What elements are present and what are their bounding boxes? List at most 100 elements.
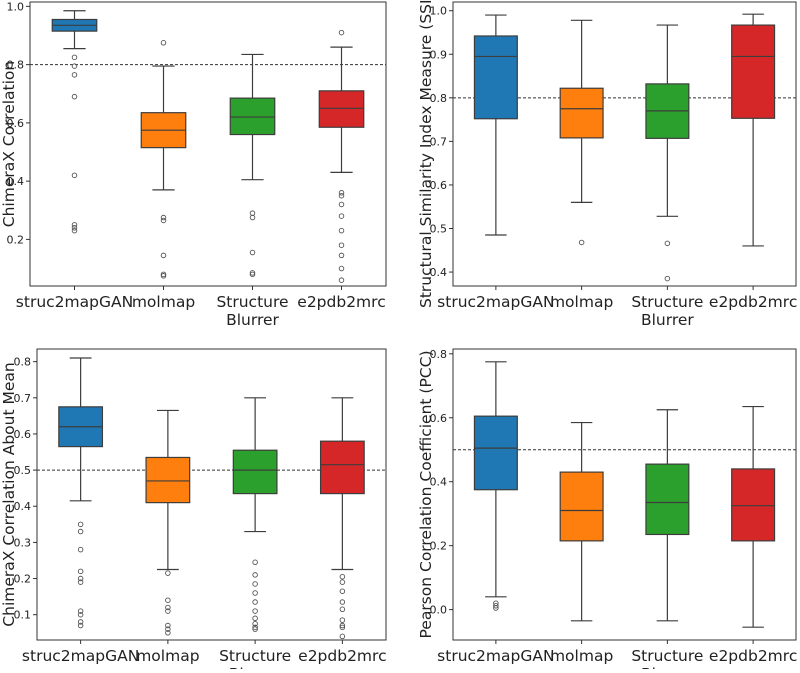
box-4 (318, 29, 365, 283)
x-tick-label-line2: Blurrer (641, 665, 694, 669)
x-tick-label: Structure (631, 293, 703, 311)
outlier-point (339, 579, 346, 585)
outlier-point (77, 528, 84, 535)
chart-panel-3: 0.1 0.2 0.3 0.4 0.5 0.6 0.7 0.8 struc2mapGANmolm… (0, 348, 387, 673)
box-iqr (318, 90, 365, 128)
outlier-point (165, 604, 171, 611)
y-tick-label: 0.5 (430, 223, 448, 236)
y-tick-label: 0.8 (14, 356, 32, 369)
x-tick-label-line2: Blurrer (226, 311, 279, 329)
y-axis-label: ChimeraX Correlation (0, 61, 18, 227)
x-tick-label: struc2mapGAN (437, 293, 554, 311)
outlier-point (338, 227, 345, 234)
outlier-point (71, 54, 78, 61)
outlier-point (252, 608, 258, 614)
outlier-point (252, 624, 258, 631)
outlier-point (77, 575, 84, 582)
box-1 (58, 357, 104, 629)
outlier-point (338, 252, 345, 259)
outlier-point (664, 275, 671, 282)
box-2 (145, 409, 191, 636)
outlier-point (493, 603, 499, 609)
outlier-point (252, 590, 258, 596)
box-iqr (731, 468, 776, 542)
y-tick-label: 0.8 (430, 348, 448, 361)
y-tick-label: 0.1 (14, 609, 32, 622)
outlier-point (77, 611, 84, 618)
outlier-point (338, 213, 345, 219)
outlier-point (165, 626, 171, 632)
x-tick-label: molmap (136, 647, 199, 665)
box-iqr (731, 24, 776, 119)
y-tick-label: 0.4 (430, 266, 448, 279)
outlier-point (71, 224, 78, 231)
y-tick-label: 0.7 (14, 392, 32, 405)
outlier-point (160, 40, 167, 46)
outlier-point (338, 190, 345, 196)
y-tick-label: 1.0 (430, 5, 448, 18)
outlier-point (77, 568, 84, 575)
x-tick-label: struc2mapGAN (22, 647, 139, 665)
y-tick-label: 1.0 (7, 0, 25, 13)
outlier-point (71, 63, 78, 69)
plot-frame (36, 348, 387, 641)
y-tick-label: 0.0 (430, 604, 448, 617)
outlier-point (493, 605, 499, 611)
y-tick-label: 0.9 (430, 48, 448, 61)
outlier-point (165, 597, 171, 603)
outlier-point (165, 608, 171, 614)
outlier-point (338, 242, 345, 248)
x-tick-label-line2: Blurrer (641, 311, 694, 329)
box-iqr (229, 97, 276, 136)
x-tick-label: Structure (631, 647, 703, 665)
outlier-point (165, 622, 171, 629)
box-4 (319, 397, 365, 640)
outlier-point (71, 93, 78, 100)
y-axis-label: Structural Similarity Index Measure (SSI… (417, 0, 435, 308)
y-tick-label: 0.4 (7, 175, 25, 188)
outlier-point (77, 619, 84, 625)
y-axis-label: ChimeraX Correlation About Mean (0, 362, 18, 626)
x-tick-label: Structure (216, 293, 288, 311)
box-1 (473, 361, 518, 611)
outlier-point (664, 240, 671, 247)
outlier-point (71, 172, 78, 179)
x-tick-label: molmap (132, 293, 195, 311)
y-tick-label: 0.6 (7, 117, 25, 130)
y-tick-label: 0.7 (430, 135, 448, 148)
box-iqr (319, 440, 365, 495)
box-2 (140, 40, 187, 279)
box-3 (645, 409, 690, 622)
x-tick-label: molmap (550, 293, 613, 311)
y-tick-label: 0.3 (14, 536, 32, 549)
box-3 (229, 53, 276, 278)
x-tick-label: struc2mapGAN (16, 293, 133, 311)
plot-frame (452, 1, 797, 287)
y-tick-label: 0.6 (430, 412, 448, 425)
outlier-point (338, 201, 345, 208)
x-tick-label: e2pdb2mrc (297, 293, 385, 311)
outlier-point (339, 573, 346, 580)
outlier-point (249, 210, 256, 216)
outlier-point (252, 581, 258, 587)
outlier-point (339, 633, 346, 640)
y-axis-label: Pearson Correlation Coefficient (PCC) (417, 350, 435, 638)
outlier-point (338, 29, 345, 36)
box-3 (232, 397, 278, 632)
outlier-point (160, 217, 167, 224)
outlier-point (77, 608, 84, 614)
outlier-point (160, 273, 167, 279)
outlier-point (249, 249, 256, 256)
outlier-point (339, 617, 346, 623)
outlier-point (339, 624, 346, 631)
outlier-point (160, 252, 167, 259)
box-4 (731, 13, 776, 247)
box-iqr (232, 449, 278, 495)
y-tick-label: 0.8 (430, 92, 448, 105)
y-tick-label: 0.6 (430, 179, 448, 192)
outlier-point (339, 606, 346, 613)
box-3 (645, 24, 690, 282)
